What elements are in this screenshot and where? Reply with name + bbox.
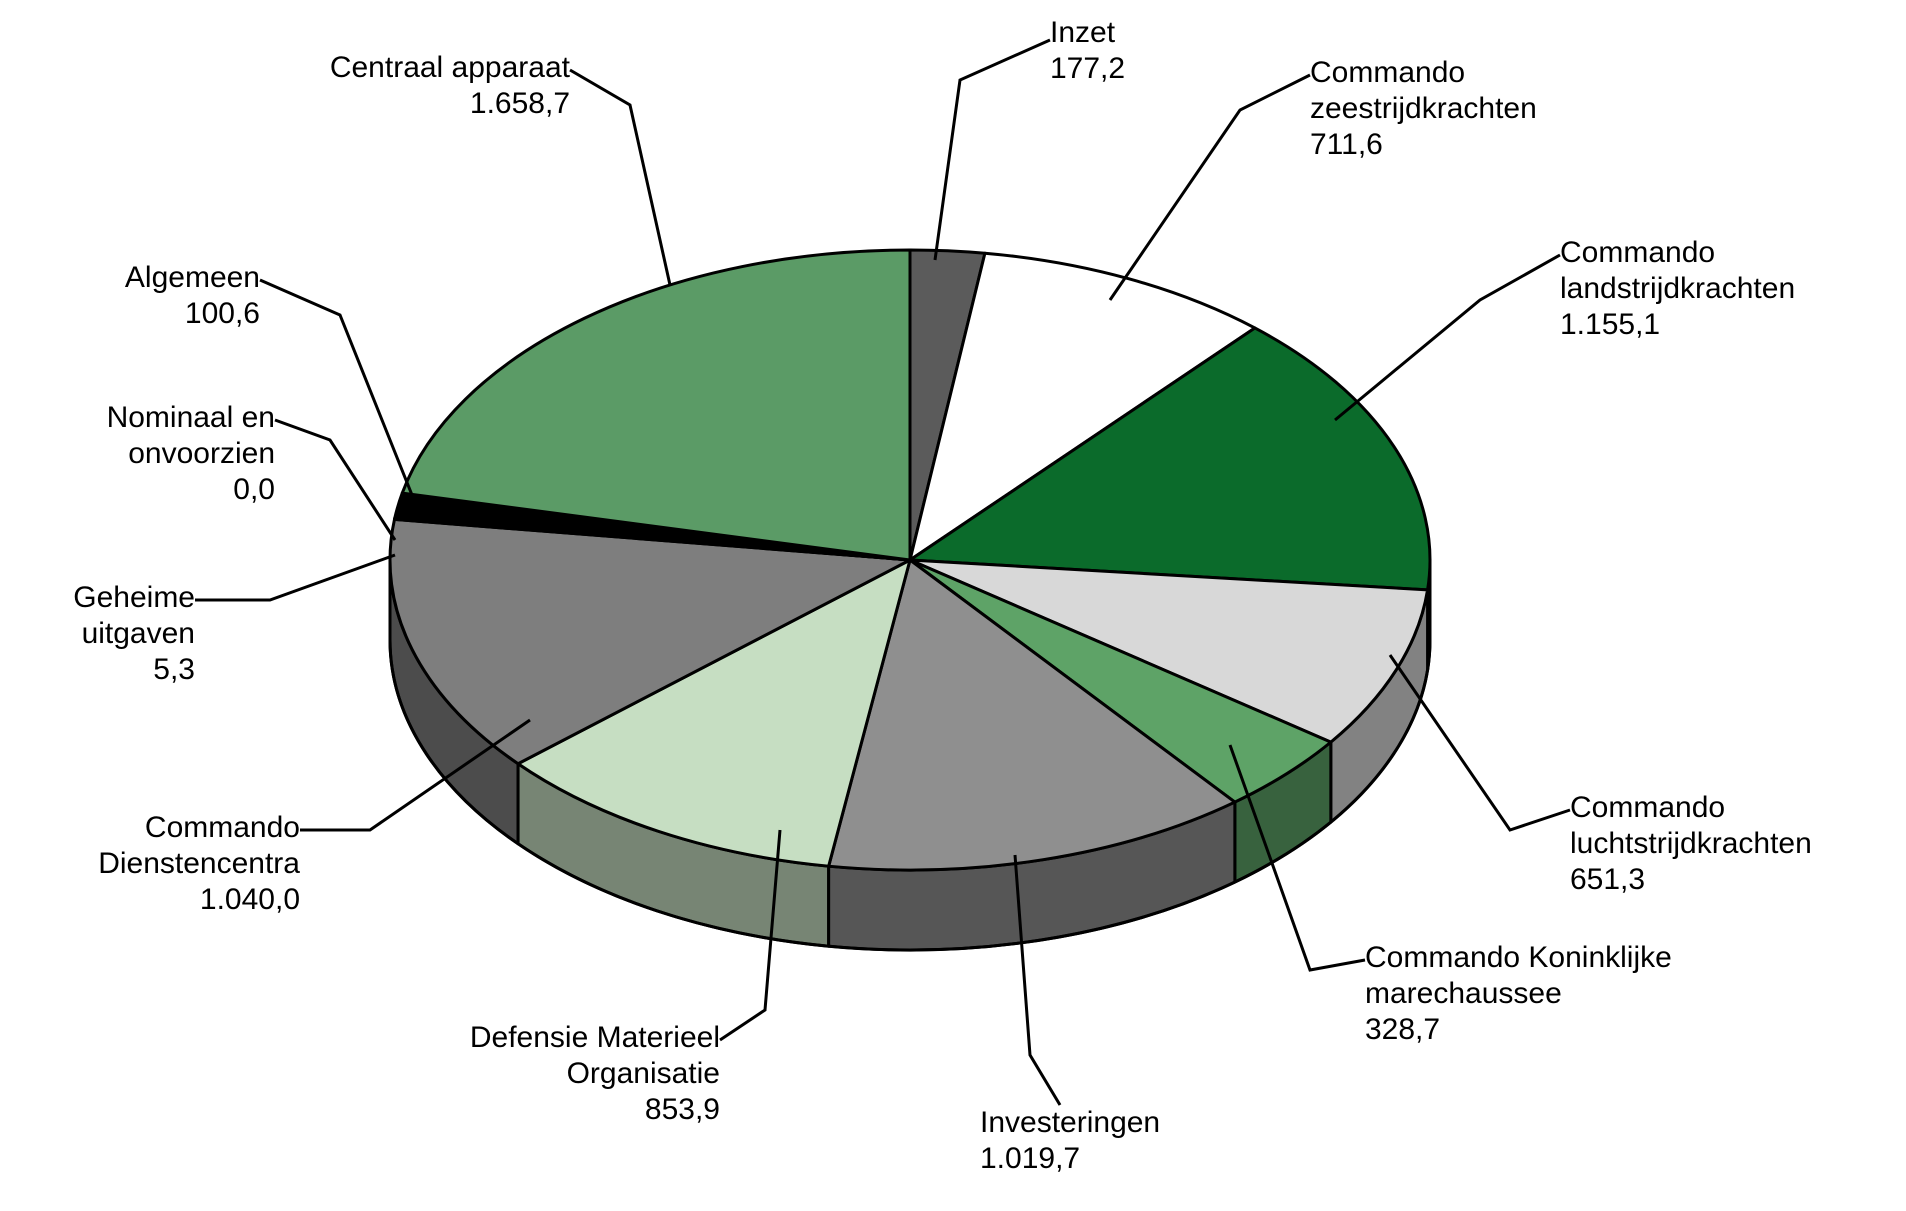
slice-value: 711,6 — [1310, 127, 1537, 163]
leader-line — [935, 40, 1050, 260]
slice-name: Defensie Materieel — [470, 1020, 720, 1056]
leader-line — [570, 70, 670, 285]
slice-value: 853,9 — [470, 1092, 720, 1128]
slice-name: Commando — [1560, 235, 1795, 271]
slice-value: 0,0 — [107, 472, 275, 508]
slice-name: Nominaal en — [107, 400, 275, 436]
leader-line — [275, 420, 395, 540]
slice-name: Investeringen — [980, 1105, 1160, 1141]
slice-value: 177,2 — [1050, 51, 1125, 87]
slice-name: Commando — [98, 810, 300, 846]
slice-name: zeestrijdkrachten — [1310, 91, 1537, 127]
slice-label: Commandozeestrijdkrachten711,6 — [1310, 55, 1537, 163]
leader-line — [1335, 255, 1560, 420]
slice-value: 100,6 — [125, 296, 260, 332]
slice-value: 5,3 — [73, 652, 195, 688]
slice-name: Commando — [1570, 790, 1812, 826]
slice-name: Commando Koninklijke — [1365, 940, 1672, 976]
slice-name: Centraal apparaat — [330, 50, 570, 86]
slice-label: Algemeen100,6 — [125, 260, 260, 332]
slice-name: Algemeen — [125, 260, 260, 296]
slice-label: Inzet177,2 — [1050, 15, 1125, 87]
slice-value: 1.155,1 — [1560, 307, 1795, 343]
leader-line — [260, 280, 418, 510]
slice-value: 651,3 — [1570, 862, 1812, 898]
slice-label: Centraal apparaat1.658,7 — [330, 50, 570, 122]
slice-name: onvoorzien — [107, 436, 275, 472]
slice-value: 328,7 — [1365, 1012, 1672, 1048]
leader-line — [1110, 75, 1310, 300]
slice-value: 1.658,7 — [330, 86, 570, 122]
slice-label: Geheimeuitgaven5,3 — [73, 580, 195, 688]
slice-name: luchtstrijdkrachten — [1570, 826, 1812, 862]
slice-name: Organisatie — [470, 1056, 720, 1092]
slice-name: Inzet — [1050, 15, 1125, 51]
slice-label: Defensie MaterieelOrganisatie853,9 — [470, 1020, 720, 1128]
leader-line — [195, 555, 395, 600]
slice-label: CommandoDienstencentra1.040,0 — [98, 810, 300, 918]
slice-value: 1.040,0 — [98, 882, 300, 918]
slice-label: Investeringen1.019,7 — [980, 1105, 1160, 1177]
slice-label: Nominaal enonvoorzien0,0 — [107, 400, 275, 508]
slice-name: landstrijdkrachten — [1560, 271, 1795, 307]
slice-name: Dienstencentra — [98, 846, 300, 882]
slice-label: Commandolandstrijdkrachten1.155,1 — [1560, 235, 1795, 343]
slice-name: Commando — [1310, 55, 1537, 91]
slice-value: 1.019,7 — [980, 1141, 1160, 1177]
slice-label: Commandoluchtstrijdkrachten651,3 — [1570, 790, 1812, 898]
slice-label: Commando Koninklijkemarechaussee328,7 — [1365, 940, 1672, 1048]
slice-name: marechaussee — [1365, 976, 1672, 1012]
slice-name: uitgaven — [73, 616, 195, 652]
slice-name: Geheime — [73, 580, 195, 616]
